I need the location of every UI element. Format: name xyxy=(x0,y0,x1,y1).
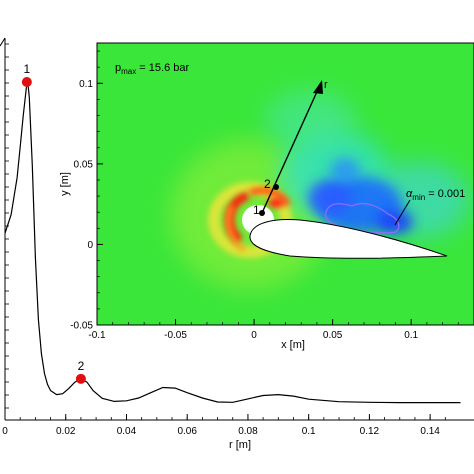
p-subscript: max xyxy=(121,67,136,76)
map-x-tick-label: 0 xyxy=(251,330,257,341)
blue-region-2 xyxy=(308,180,352,216)
map-point-1-label: 1 xyxy=(253,203,260,217)
map-y-tick-label: 0.05 xyxy=(74,159,94,170)
left-axis-top-cap xyxy=(0,37,6,47)
bottom-x-tick-label: 0.1 xyxy=(302,426,316,437)
bottom-x-tick-label: 0.06 xyxy=(177,426,197,437)
marker-1 xyxy=(21,77,32,87)
bottom-x-tick-label: 0.04 xyxy=(117,426,137,437)
bottom-x-axis-label: r [m] xyxy=(229,439,251,451)
map-x-tick-label: 0.05 xyxy=(323,330,343,341)
marker-2 xyxy=(75,373,86,384)
map-x-tick-label: -0.1 xyxy=(88,330,106,341)
map-y-axis-label: y [m] xyxy=(59,172,71,196)
left-axis-minor-ticks xyxy=(0,37,9,409)
map-point-1 xyxy=(259,210,265,216)
cyan-region-3 xyxy=(265,90,355,150)
pmax-annotation: pmax = 15.6 bar xyxy=(115,62,189,76)
blue-region-3 xyxy=(377,210,413,234)
blue-region-4 xyxy=(330,158,360,182)
orange-arc-outer xyxy=(225,204,247,253)
marker-label-2: 2 xyxy=(78,359,85,373)
p-symbol: p xyxy=(115,62,121,74)
map-y-tick-label: 0.1 xyxy=(79,79,93,90)
bottom-x-tick-label: 0 xyxy=(2,426,8,437)
marker-label-1: 1 xyxy=(24,62,31,76)
p-value: = 15.6 bar xyxy=(136,62,189,74)
map-x-tick-label: -0.05 xyxy=(164,330,187,341)
r-axis-arrowhead xyxy=(313,80,323,94)
line-plot: 0 0.02 0.04 0.06 0.08 0.1 0.12 0.14 12 r [m] xyxy=(0,37,474,451)
map-y-tick-label: 0 xyxy=(87,240,93,251)
r-axis-label: r xyxy=(324,79,328,91)
alpha-symbol: α xyxy=(406,188,413,200)
alpha-annotation: αmin = 0.001 xyxy=(406,188,465,202)
bottom-x-tick-label: 0.12 xyxy=(360,426,380,437)
alpha-subscript: min xyxy=(412,193,425,202)
bottom-x-tick-label: 0.02 xyxy=(56,426,76,437)
map-x-tick-label: 0.1 xyxy=(404,330,418,341)
hydrofoil xyxy=(249,219,448,259)
alpha-pointer xyxy=(394,199,411,226)
map-x-axis-label: x [m] xyxy=(281,339,305,351)
bottom-x-tick-label: 0.08 xyxy=(238,426,258,437)
red-spot xyxy=(268,198,284,208)
bottom-x-tick-label: 0.14 xyxy=(420,426,440,437)
r-axis-arrow xyxy=(261,84,321,214)
series-line xyxy=(4,81,461,404)
map-y-tick-label: -0.05 xyxy=(70,321,93,332)
line-markers: 12 xyxy=(21,62,86,384)
alpha-value: = 0.001 xyxy=(425,188,465,200)
bottom-x-ticks: 0 0.02 0.04 0.06 0.08 0.1 0.12 0.14 xyxy=(2,414,446,437)
map-point-2 xyxy=(273,184,279,190)
map-point-2-label: 2 xyxy=(264,177,271,191)
